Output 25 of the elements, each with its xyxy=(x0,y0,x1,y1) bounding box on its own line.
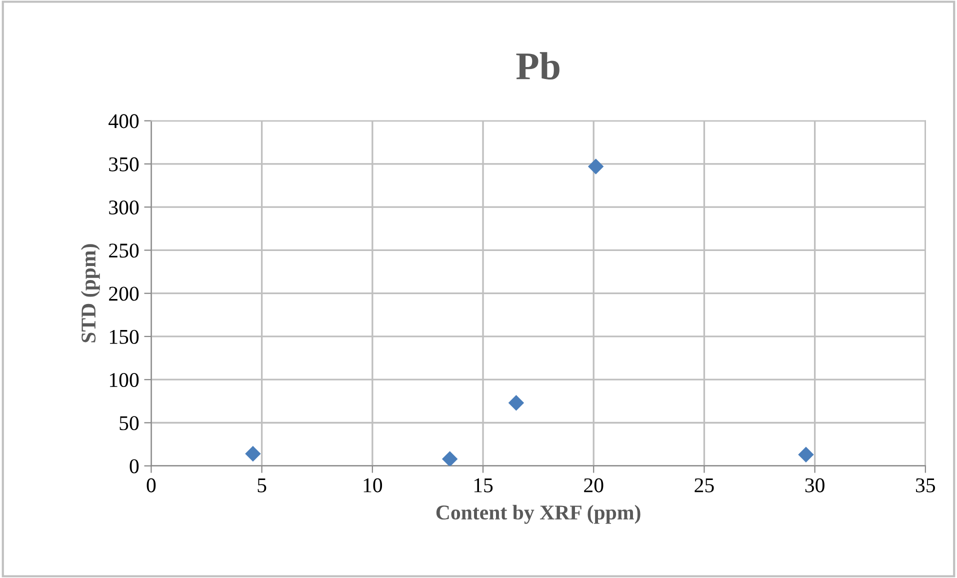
x-tick-label: 35 xyxy=(916,478,936,492)
point xyxy=(588,158,604,174)
y-tick-label: 400 xyxy=(108,114,139,128)
x-tick-label: 0 xyxy=(146,478,156,492)
point xyxy=(798,447,814,462)
point xyxy=(508,395,524,410)
x-tick-label: 30 xyxy=(805,478,824,492)
point xyxy=(245,446,261,462)
y-tick-label: 0 xyxy=(130,459,139,474)
y-tick-label: 150 xyxy=(110,330,139,344)
y-axis-title: STD (ppm) xyxy=(80,244,100,342)
x-tick-label: 20 xyxy=(584,478,604,492)
y-tick-label: 250 xyxy=(109,244,139,258)
x-tick-label: 25 xyxy=(694,478,714,492)
x-axis-title: Content by XRF (ppm) xyxy=(436,504,640,524)
x-tick-label: 10 xyxy=(364,478,382,492)
point xyxy=(442,451,458,466)
y-tick-label: 50 xyxy=(120,416,139,430)
chart-title: Pb xyxy=(516,52,560,80)
y-tick-label: 100 xyxy=(110,372,139,388)
x-tick-label: 5 xyxy=(258,478,266,492)
y-tick-label: 200 xyxy=(109,286,139,301)
y-tick-label: 300 xyxy=(109,200,139,214)
y-tick-label: 350 xyxy=(109,157,139,172)
x-tick-label: 15 xyxy=(474,478,493,492)
